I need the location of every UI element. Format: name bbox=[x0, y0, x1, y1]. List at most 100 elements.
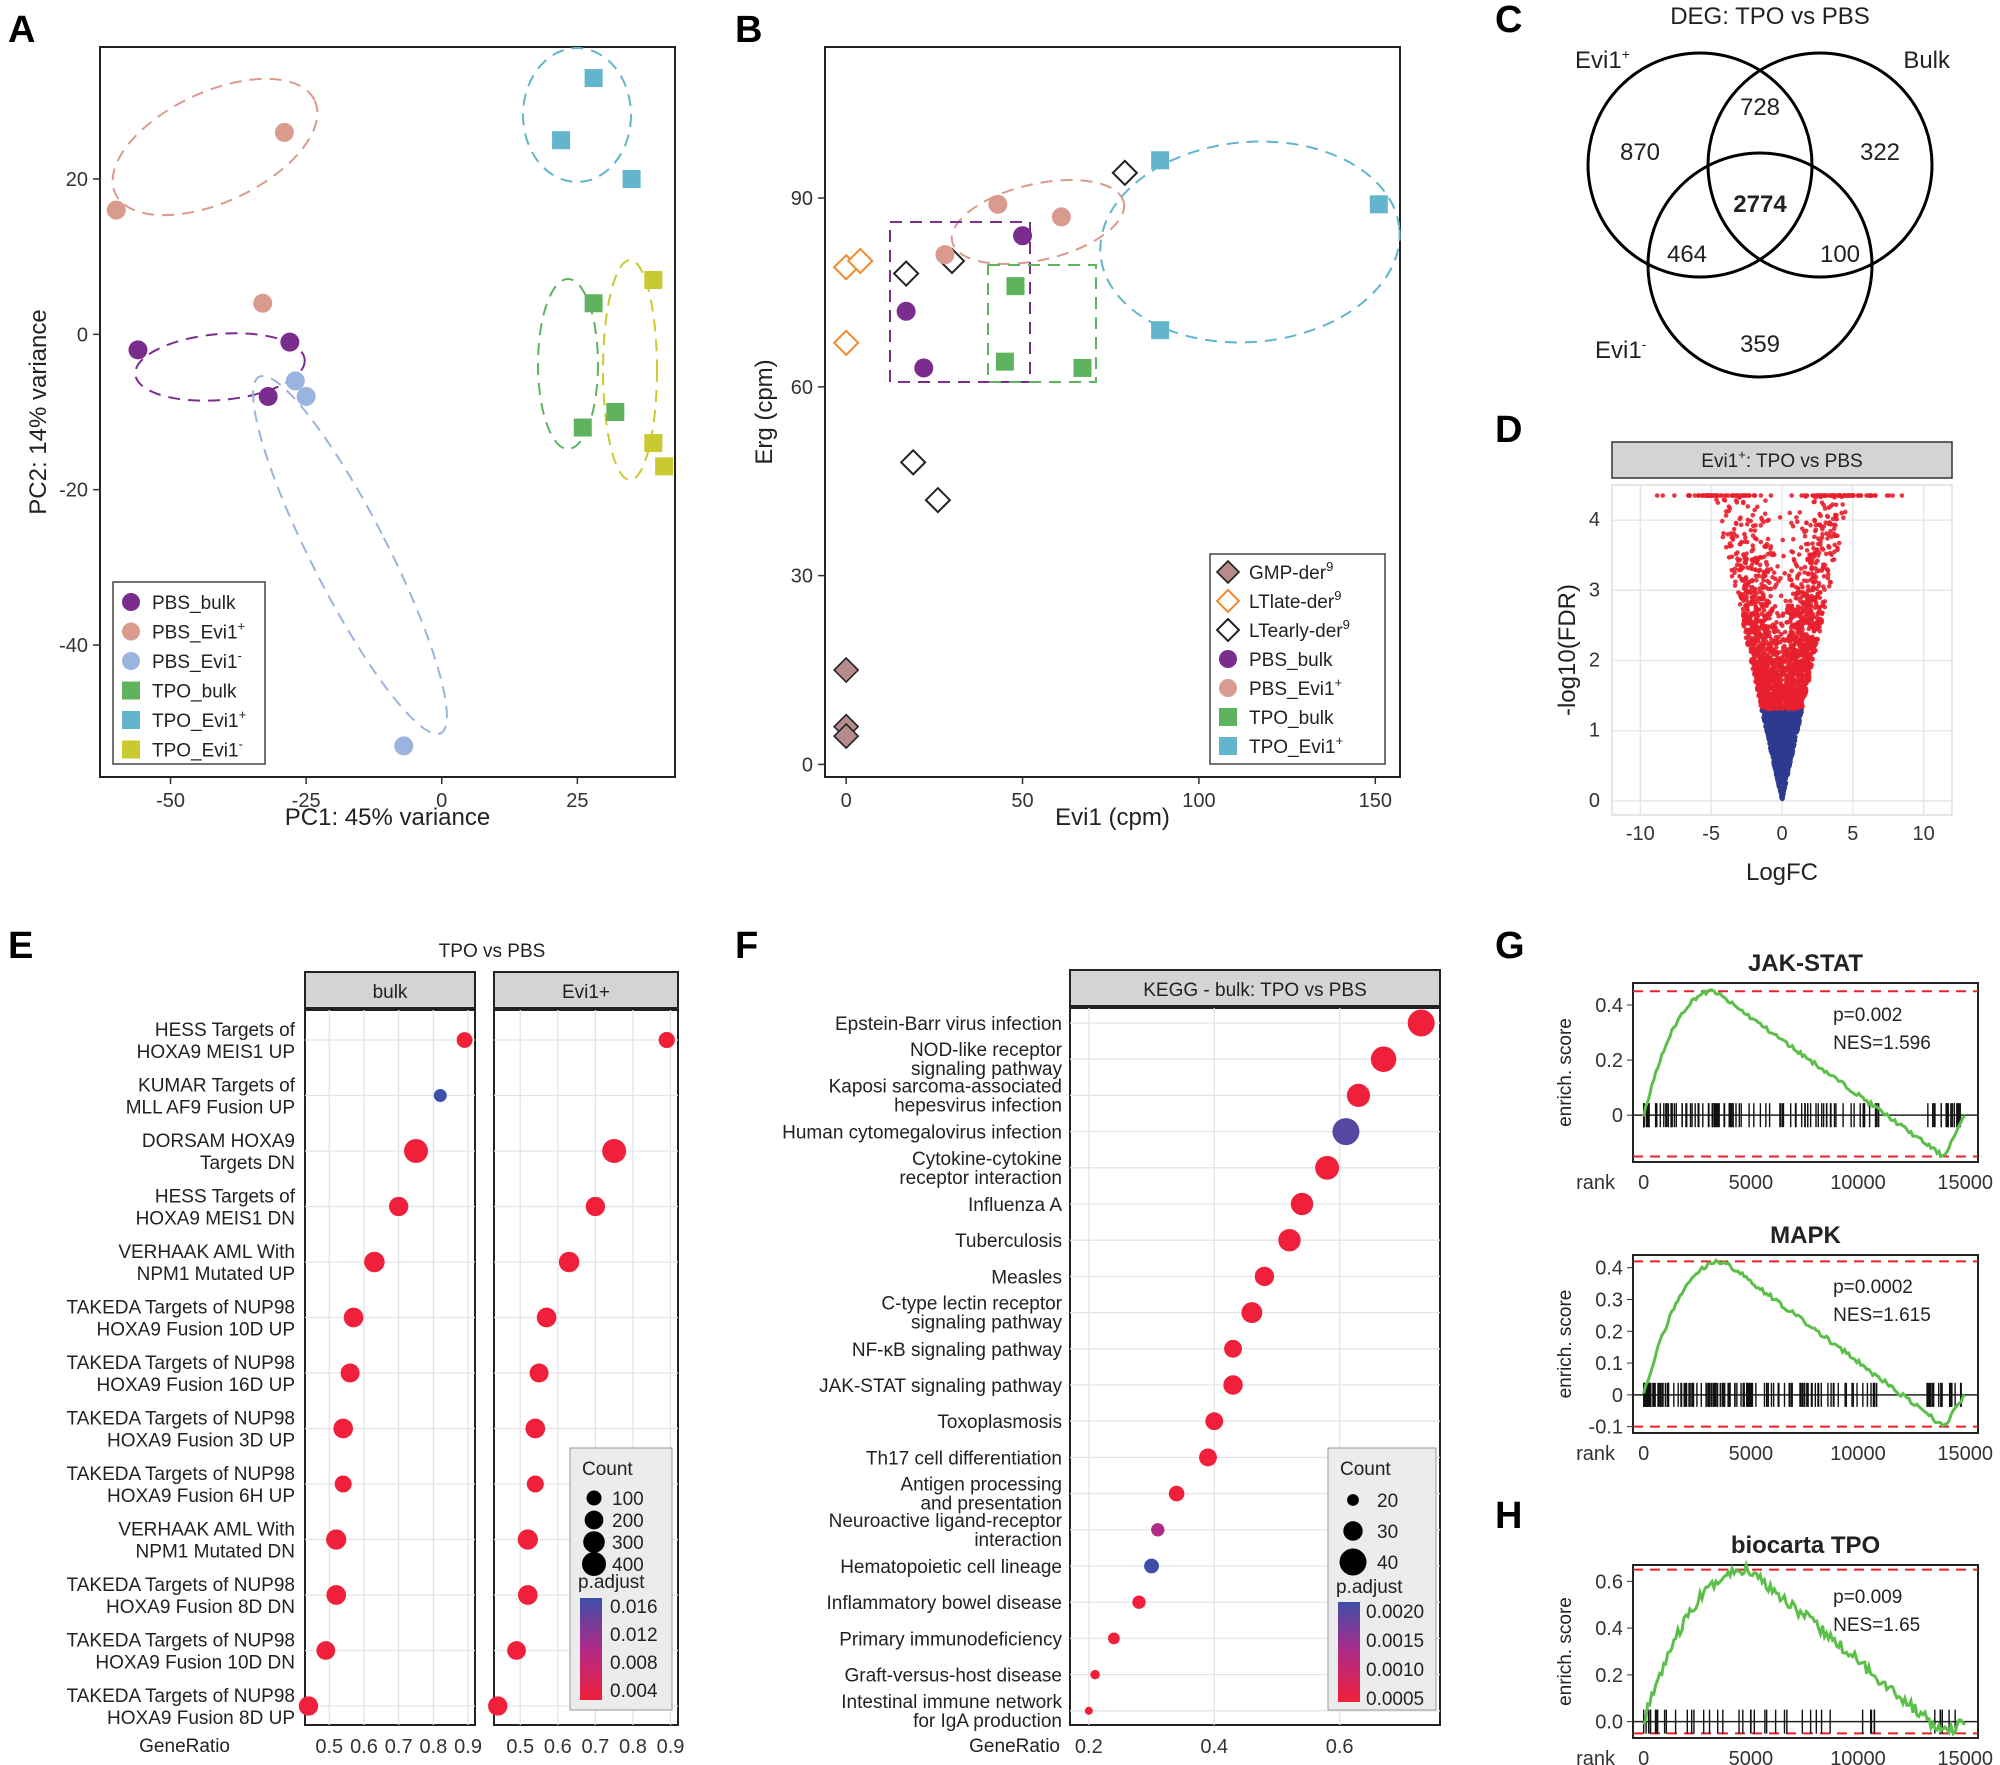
volcano-point bbox=[1767, 686, 1772, 691]
volcano-point bbox=[1764, 719, 1770, 725]
y-tick-label: 30 bbox=[791, 566, 813, 588]
x-tick-label: 0.8 bbox=[419, 1736, 447, 1758]
term-label: Influenza A bbox=[968, 1195, 1062, 1216]
x-tick-label: -50 bbox=[156, 790, 185, 812]
volcano-point bbox=[1823, 520, 1829, 525]
volcano-point bbox=[1776, 736, 1781, 741]
y-tick-label: 0.6 bbox=[1595, 1571, 1623, 1593]
volcano-point bbox=[1873, 493, 1878, 498]
point-tpo_evi1m bbox=[644, 434, 663, 453]
box-pbs-bulk bbox=[889, 221, 1031, 383]
volcano-point bbox=[1812, 637, 1817, 643]
dot bbox=[1315, 1155, 1340, 1180]
volcano-point bbox=[1766, 726, 1772, 731]
volcano-point bbox=[1789, 568, 1794, 574]
volcano-point bbox=[1764, 629, 1770, 634]
volcano-point bbox=[1737, 574, 1742, 579]
term-label: HOXA9 MEIS1 UP bbox=[137, 1042, 295, 1063]
legend-size-key bbox=[586, 1490, 602, 1506]
dot bbox=[404, 1139, 429, 1163]
volcano-point bbox=[1771, 748, 1776, 754]
volcano-point bbox=[1771, 551, 1776, 556]
strip bbox=[1611, 441, 1953, 479]
volcano-point bbox=[1740, 606, 1746, 612]
volcano-point bbox=[1783, 598, 1789, 604]
volcano-point bbox=[1774, 712, 1779, 718]
volcano-point bbox=[1792, 663, 1797, 668]
dot bbox=[558, 1251, 580, 1273]
volcano-point bbox=[1750, 512, 1756, 518]
volcano-point bbox=[1819, 611, 1825, 617]
legend-key bbox=[1219, 737, 1237, 755]
volcano-point bbox=[1828, 522, 1833, 527]
volcano-point bbox=[1835, 547, 1840, 552]
volcano-point bbox=[1750, 533, 1756, 538]
panel-letter-f: F bbox=[735, 925, 758, 967]
plot-frame bbox=[1632, 1564, 1979, 1739]
volcano-point bbox=[1789, 623, 1795, 628]
volcano-point bbox=[1790, 536, 1796, 542]
point-gmp-der9 bbox=[833, 656, 860, 684]
volcano-point bbox=[1758, 703, 1764, 708]
volcano-point bbox=[1749, 548, 1755, 554]
x-tick-label: 0.5 bbox=[315, 1736, 343, 1758]
volcano-point bbox=[1775, 679, 1781, 685]
volcano-point bbox=[1768, 586, 1774, 592]
volcano-point bbox=[1746, 580, 1752, 585]
volcano-point bbox=[1787, 722, 1792, 728]
volcano-point bbox=[1772, 604, 1778, 609]
volcano-point bbox=[1780, 711, 1785, 717]
term-label: hepesvirus infection bbox=[894, 1095, 1062, 1116]
dot bbox=[1168, 1485, 1185, 1502]
volcano-point bbox=[1785, 660, 1790, 666]
volcano-point bbox=[1796, 552, 1802, 557]
dot bbox=[1254, 1266, 1275, 1287]
point-pbs_bulk bbox=[896, 301, 916, 321]
volcano-point bbox=[1797, 620, 1802, 626]
term-label: DORSAM HOXA9 bbox=[142, 1131, 295, 1152]
volcano-point bbox=[1745, 608, 1750, 613]
venn-count-evi1p-evi1m: 464 bbox=[1667, 241, 1707, 268]
x-tick-label: 50 bbox=[1011, 790, 1033, 812]
volcano-point bbox=[1826, 584, 1832, 589]
legend-key bbox=[122, 681, 140, 700]
volcano-point bbox=[1790, 630, 1796, 635]
volcano-point bbox=[1758, 619, 1763, 624]
panel-e: TPO vs PBS bulk 0.5 0.6 0.7 0.8 0.9 Evi1+ 0.5 0.6… bbox=[67, 941, 685, 1758]
volcano-point bbox=[1799, 679, 1804, 684]
panel-letter-c: C bbox=[1495, 0, 1522, 41]
point-tpo_evi1p bbox=[1151, 151, 1170, 170]
point-pbs_bulk bbox=[258, 386, 278, 406]
volcano-point bbox=[1762, 511, 1768, 517]
volcano-point bbox=[1813, 527, 1819, 533]
point-tpo_bulk bbox=[995, 352, 1014, 371]
legend: GMP-der9 LTlate-der9 LTearly-der9 PBS_bulk P… bbox=[1209, 553, 1386, 765]
legend-title: Count bbox=[582, 1459, 633, 1480]
volcano-point bbox=[1803, 528, 1809, 534]
term-label: Intestinal immune network bbox=[841, 1692, 1062, 1713]
dot bbox=[433, 1089, 447, 1102]
term-label: NPM1 Mutated DN bbox=[136, 1542, 295, 1563]
point-tpo_evi1p bbox=[584, 69, 603, 88]
point-tpo_evi1m bbox=[655, 457, 674, 476]
volcano-point bbox=[1727, 541, 1733, 546]
volcano-point bbox=[1800, 590, 1806, 595]
plot-title: biocarta TPO bbox=[1731, 1532, 1880, 1559]
volcano-point bbox=[1723, 493, 1728, 498]
volcano-point bbox=[1704, 493, 1710, 498]
volcano-point bbox=[1795, 586, 1801, 591]
volcano-point bbox=[1818, 538, 1823, 544]
x-tick-label: 10000 bbox=[1830, 1443, 1886, 1465]
volcano-point bbox=[1757, 665, 1763, 670]
volcano-point bbox=[1805, 571, 1811, 577]
volcano-point bbox=[1758, 601, 1764, 607]
volcano-point bbox=[1761, 655, 1767, 661]
volcano-point bbox=[1755, 679, 1761, 685]
plot-title: JAK-STAT bbox=[1748, 950, 1863, 977]
volcano-point bbox=[1745, 603, 1750, 609]
volcano-point bbox=[1842, 509, 1848, 515]
dot bbox=[1144, 1558, 1159, 1574]
term-label: Th17 cell differentiation bbox=[866, 1448, 1062, 1469]
panel-d: Evi1+: TPO vs PBS-10 -5 0 5 1043210LogFC-log… bbox=[1554, 441, 1953, 886]
dot bbox=[334, 1475, 352, 1493]
